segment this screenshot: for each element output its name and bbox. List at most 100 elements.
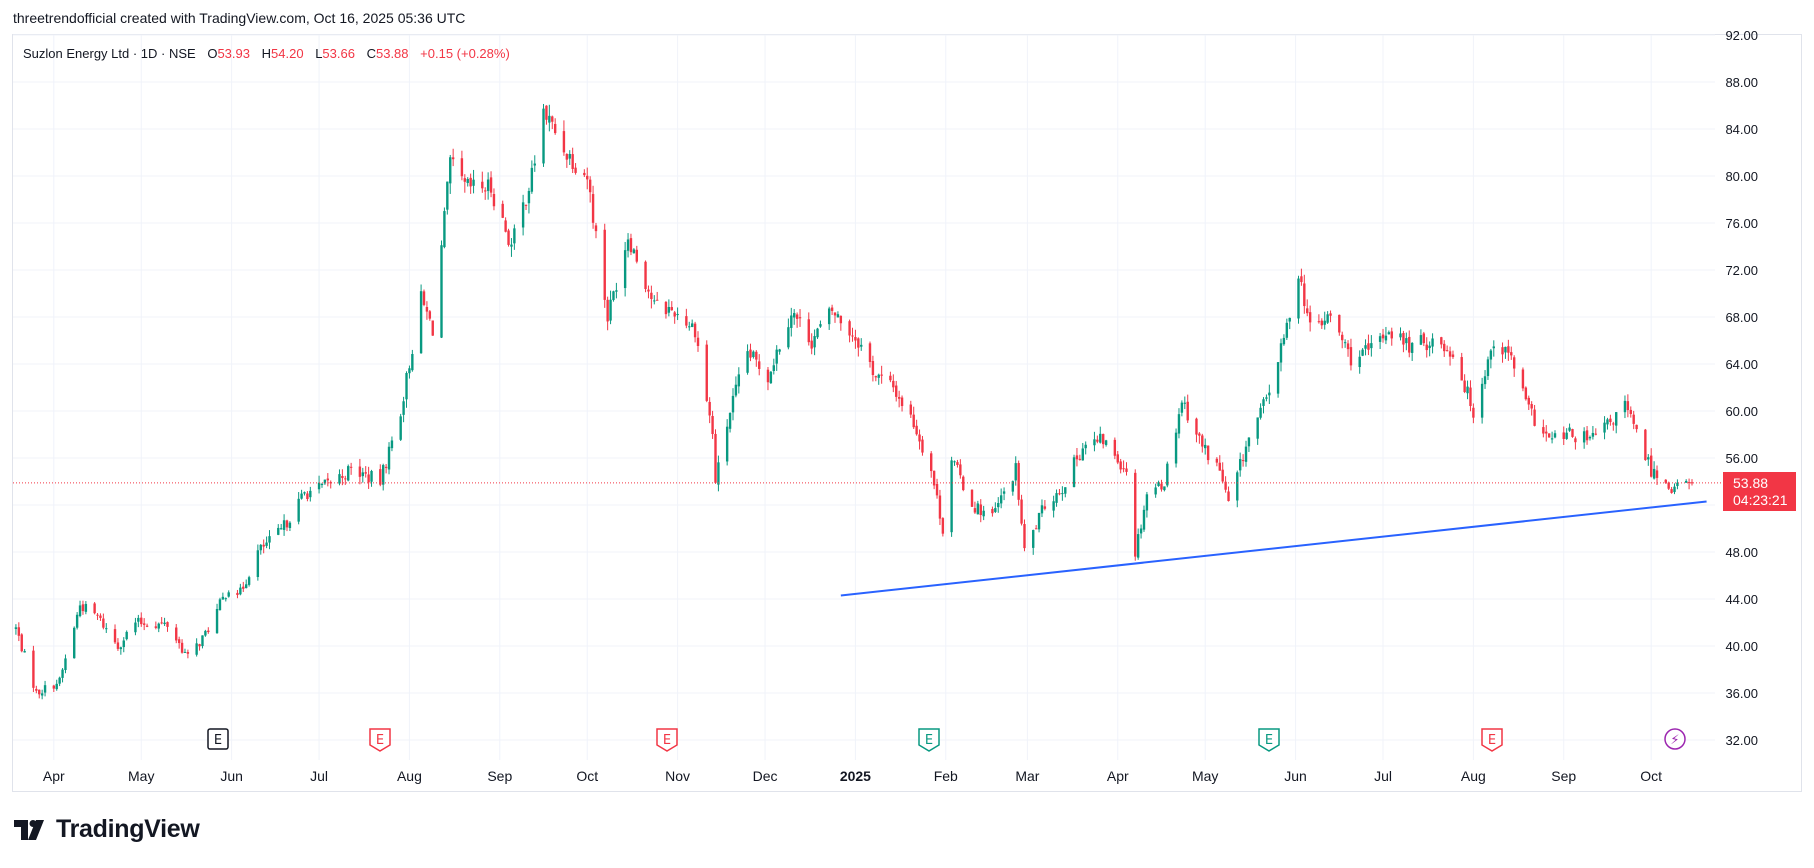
- candle-body: [827, 308, 831, 325]
- candle-body: [670, 307, 673, 311]
- candle-body: [737, 374, 741, 387]
- candle-body: [242, 586, 245, 589]
- earnings-icon[interactable]: E: [1257, 727, 1281, 753]
- candle-body: [1341, 334, 1344, 341]
- candle-body: [96, 614, 99, 616]
- lightning-icon[interactable]: ⚡: [1663, 727, 1687, 753]
- candle-body: [1136, 534, 1140, 558]
- candle-body: [950, 460, 953, 533]
- candle-body: [1635, 424, 1638, 430]
- candle-body: [52, 685, 56, 689]
- candle-body: [1078, 458, 1082, 460]
- candle-body: [521, 202, 525, 228]
- candle-body: [300, 493, 303, 499]
- candle-body: [868, 343, 872, 362]
- candle-body: [1349, 347, 1353, 366]
- candle-body: [1072, 457, 1076, 488]
- time-tick-label: Apr: [43, 768, 65, 784]
- candle-body: [1288, 317, 1291, 322]
- candle-body: [221, 596, 225, 600]
- candle-body: [1612, 423, 1615, 425]
- candle-body: [1300, 276, 1303, 283]
- candle-body: [1574, 438, 1577, 443]
- candle-body: [1020, 499, 1023, 524]
- candle-body: [1297, 278, 1300, 319]
- earnings-icon[interactable]: E: [368, 727, 392, 753]
- candle-body: [854, 337, 857, 341]
- earnings-icon[interactable]: E: [917, 727, 941, 753]
- candle-body: [306, 493, 309, 499]
- candle-body: [1116, 454, 1119, 463]
- candle-body: [338, 474, 341, 484]
- candle-body: [1440, 337, 1443, 345]
- price-tick-label: 44.00: [1725, 592, 1758, 607]
- candle-body: [591, 194, 595, 223]
- candle-body: [256, 550, 260, 577]
- candle-body: [137, 617, 140, 622]
- earnings-icon[interactable]: E: [1480, 727, 1504, 753]
- legend-low-label: L: [315, 46, 323, 61]
- candle-body: [1431, 338, 1434, 347]
- candle-body: [1521, 369, 1525, 389]
- candle-body: [1445, 350, 1449, 352]
- candle-body: [481, 181, 484, 189]
- candle-body: [912, 414, 915, 428]
- candle-body: [1204, 444, 1207, 449]
- candle-body: [1081, 448, 1084, 461]
- candle-body: [262, 544, 265, 547]
- time-tick-label: Apr: [1107, 768, 1129, 784]
- candle-body: [1405, 338, 1408, 344]
- candle-body: [1174, 432, 1178, 464]
- time-tick-label: Jun: [220, 768, 243, 784]
- candle-body: [247, 577, 251, 585]
- candle-body: [772, 365, 775, 371]
- candle-body: [446, 181, 449, 210]
- candle-body: [1553, 433, 1557, 438]
- candle-body: [1183, 402, 1187, 404]
- tradingview-logo[interactable]: TradingView: [14, 815, 200, 844]
- candle-body: [1585, 430, 1589, 441]
- candle-body: [309, 490, 312, 498]
- candle-body: [486, 179, 490, 191]
- candle-body: [932, 470, 936, 486]
- candle-body: [696, 337, 700, 347]
- candle-body: [1378, 336, 1382, 342]
- candle-body: [489, 177, 493, 193]
- candle-body: [871, 361, 875, 376]
- candle-body: [449, 157, 452, 184]
- svg-text:E: E: [1265, 733, 1273, 748]
- svg-text:E: E: [1488, 733, 1496, 748]
- candle-body: [1594, 433, 1598, 435]
- earnings-icon[interactable]: E: [206, 727, 230, 753]
- candle-body: [387, 446, 391, 470]
- grid-lines: [13, 34, 1715, 760]
- candle-body: [405, 373, 408, 400]
- candle-body: [655, 299, 659, 301]
- candle-body: [244, 584, 248, 589]
- time-axis: Apr May Jun Jul Aug Sep Oct Nov Dec 2025 Feb Mar Apr…: [43, 768, 1662, 784]
- candle-body: [708, 401, 711, 416]
- candle-body: [795, 314, 799, 319]
- svg-text:E: E: [376, 733, 384, 748]
- candle-body: [1609, 418, 1612, 423]
- bar-countdown: 04:23:21: [1733, 492, 1788, 508]
- candle-body: [571, 154, 574, 169]
- time-tick-label: Feb: [934, 768, 958, 784]
- svg-text:E: E: [925, 733, 933, 748]
- candle-body: [629, 238, 633, 253]
- candle-body: [1166, 463, 1169, 486]
- candle-body: [1134, 472, 1137, 557]
- candle-body: [1346, 343, 1350, 350]
- time-tick-label: Aug: [1461, 768, 1486, 784]
- earnings-icon[interactable]: E: [655, 727, 679, 753]
- trendline-layer: [840, 500, 1707, 597]
- time-tick-label: May: [128, 768, 154, 784]
- candle-body: [323, 479, 327, 484]
- candle-body: [84, 603, 88, 612]
- candle-body: [504, 220, 507, 232]
- candle-body: [574, 167, 577, 173]
- price-tick-label: 92.00: [1725, 28, 1758, 43]
- candle-body: [364, 472, 367, 474]
- candle-body: [1463, 380, 1466, 393]
